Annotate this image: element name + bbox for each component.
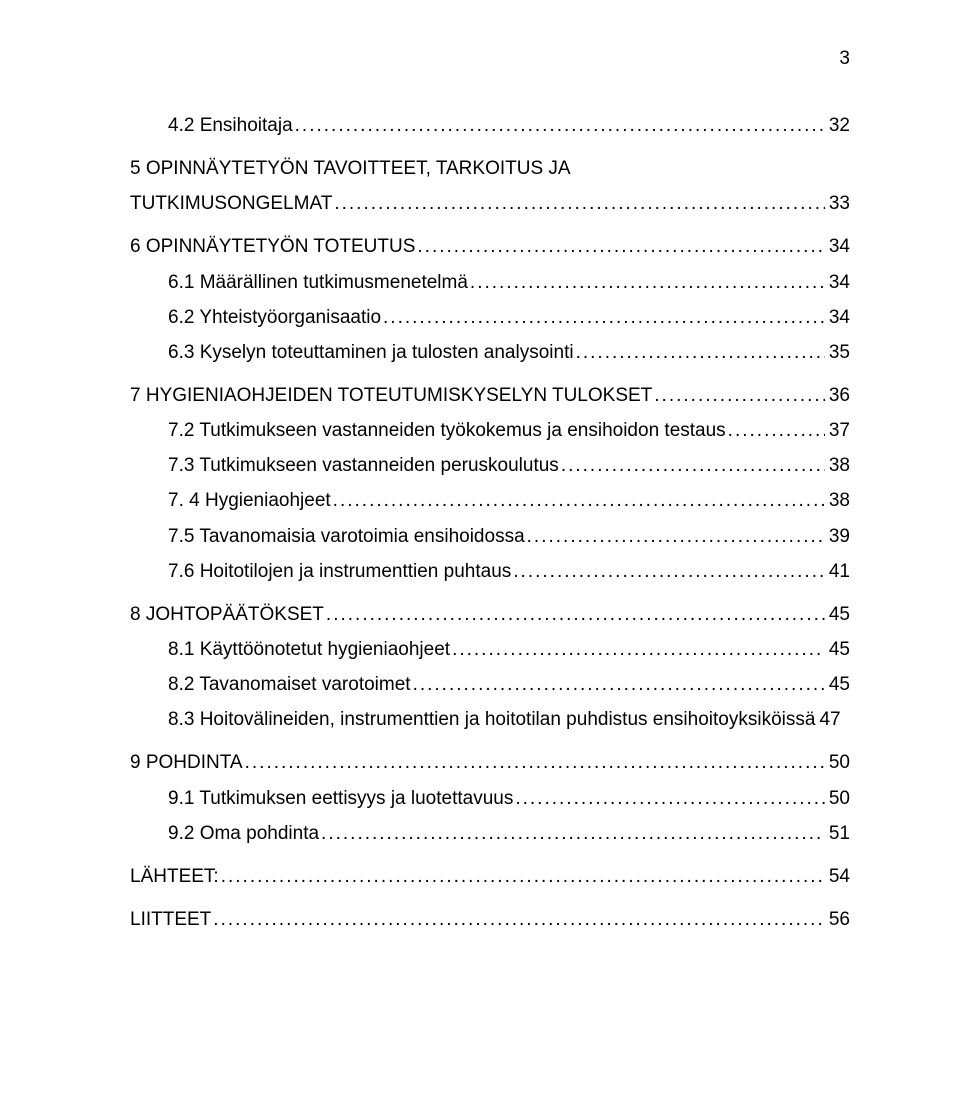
toc-entry: 7.6 Hoitotilojen ja instrumenttien puhta…: [130, 554, 850, 589]
toc-leader-dots: [331, 483, 825, 518]
toc-entry: 9 POHDINTA 50: [130, 745, 850, 780]
toc-leader-dots: [450, 632, 825, 667]
toc-entry-page: 34: [825, 229, 850, 264]
toc-entry: 9.2 Oma pohdinta 51: [130, 816, 850, 851]
toc-entry: 5 OPINNÄYTETYÖN TAVOITTEET, TARKOITUS JA: [130, 151, 850, 186]
toc-entry: 7.3 Tutkimukseen vastanneiden peruskoulu…: [130, 448, 850, 483]
toc-entry-page: 45: [825, 597, 850, 632]
toc-entry-label: 7.5 Tavanomaisia varotoimia ensihoidossa: [168, 519, 525, 554]
toc-leader-dots: [574, 335, 825, 370]
toc-entry-page: 38: [825, 483, 850, 518]
toc-entry-page: 45: [825, 667, 850, 702]
document-page: 3 4.2 Ensihoitaja 32 5 OPINNÄYTETYÖN TAVOI…: [0, 0, 960, 1107]
toc-entry-label: 6 OPINNÄYTETYÖN TOTEUTUS: [130, 229, 415, 264]
toc-leader-dots: [468, 265, 825, 300]
toc-entry-label: 6.1 Määrällinen tutkimusmenetelmä: [168, 265, 468, 300]
page-number: 3: [839, 48, 850, 70]
toc-leader-dots: [324, 597, 825, 632]
toc-entry: 6.3 Kyselyn toteuttaminen ja tulosten an…: [130, 335, 850, 370]
toc-entry-page: 37: [825, 413, 850, 448]
toc-leader-dots: [219, 859, 825, 894]
toc-leader-dots: [243, 745, 825, 780]
toc-entry-page: 32: [825, 108, 850, 143]
toc-entry-page: 38: [825, 448, 850, 483]
toc-entry-page: 35: [825, 335, 850, 370]
toc-entry-page: 54: [825, 859, 850, 894]
toc-entry-page: 51: [825, 816, 850, 851]
toc-leader-dots: [415, 229, 824, 264]
toc-entry: 8.1 Käyttöönotetut hygieniaohjeet 45: [130, 632, 850, 667]
toc-entry: 8.2 Tavanomaiset varotoimet 45: [130, 667, 850, 702]
toc-entry-label: 6.2 Yhteistyöorganisaatio: [168, 300, 381, 335]
toc-leader-dots: [411, 667, 825, 702]
toc-leader-dots: [511, 554, 825, 589]
toc-entry-label: TUTKIMUSONGELMAT: [130, 186, 332, 221]
toc-entry-label: 7. 4 Hygieniaohjeet: [168, 483, 331, 518]
toc-leader-dots: [513, 781, 825, 816]
toc-leader-dots: [319, 816, 825, 851]
table-of-contents: 4.2 Ensihoitaja 32 5 OPINNÄYTETYÖN TAVOITT…: [130, 108, 850, 937]
toc-entry-page: 34: [825, 300, 850, 335]
toc-entry-page: 56: [825, 902, 850, 937]
toc-leader-dots: [332, 186, 825, 221]
toc-entry: 6.1 Määrällinen tutkimusmenetelmä 34: [130, 265, 850, 300]
toc-entry-page: 33: [825, 186, 850, 221]
toc-entry-label: 7.6 Hoitotilojen ja instrumenttien puhta…: [168, 554, 511, 589]
toc-leader-dots: [211, 902, 825, 937]
toc-entry-label: 9.2 Oma pohdinta: [168, 816, 319, 851]
toc-entry-page: 34: [825, 265, 850, 300]
toc-entry-label: 6.3 Kyselyn toteuttaminen ja tulosten an…: [168, 335, 574, 370]
toc-entry-page: 36: [825, 378, 850, 413]
toc-entry: 7 HYGIENIAOHJEIDEN TOTEUTUMISKYSELYN TUL…: [130, 378, 850, 413]
toc-entry-label: 5 OPINNÄYTETYÖN TAVOITTEET, TARKOITUS JA: [130, 151, 571, 186]
toc-entry-label: 8.3 Hoitovälineiden, instrumenttien ja h…: [168, 702, 815, 737]
toc-entry-label: 8.1 Käyttöönotetut hygieniaohjeet: [168, 632, 450, 667]
toc-entry-label: LÄHTEET:: [130, 859, 219, 894]
toc-entry: 6 OPINNÄYTETYÖN TOTEUTUS 34: [130, 229, 850, 264]
toc-entry: 7. 4 Hygieniaohjeet 38: [130, 483, 850, 518]
toc-entry: 7.2 Tutkimukseen vastanneiden työkokemus…: [130, 413, 850, 448]
toc-entry: 6.2 Yhteistyöorganisaatio 34: [130, 300, 850, 335]
toc-entry-label: 4.2 Ensihoitaja: [168, 108, 293, 143]
toc-entry: 7.5 Tavanomaisia varotoimia ensihoidossa…: [130, 519, 850, 554]
toc-entry-label: 8.2 Tavanomaiset varotoimet: [168, 667, 411, 702]
toc-leader-dots: [726, 413, 825, 448]
toc-entry-label: 9 POHDINTA: [130, 745, 243, 780]
toc-leader-dots: [652, 378, 825, 413]
toc-entry-label: 9.1 Tutkimuksen eettisyys ja luotettavuu…: [168, 781, 513, 816]
toc-entry: LÄHTEET: 54: [130, 859, 850, 894]
toc-entry-label: 8 JOHTOPÄÄTÖKSET: [130, 597, 324, 632]
toc-entry-page: 45: [825, 632, 850, 667]
toc-entry: 8.3 Hoitovälineiden, instrumenttien ja h…: [130, 702, 850, 737]
toc-entry: TUTKIMUSONGELMAT 33: [130, 186, 850, 221]
toc-entry: 4.2 Ensihoitaja 32: [130, 108, 850, 143]
toc-leader-dots: [525, 519, 825, 554]
toc-entry: 8 JOHTOPÄÄTÖKSET 45: [130, 597, 850, 632]
toc-entry-page: 39: [825, 519, 850, 554]
toc-entry: LIITTEET 56: [130, 902, 850, 937]
toc-leader-dots: [293, 108, 825, 143]
toc-entry-label: 7.2 Tutkimukseen vastanneiden työkokemus…: [168, 413, 726, 448]
toc-leader-dots: [381, 300, 825, 335]
toc-leader-dots: [559, 448, 825, 483]
toc-entry-label: 7 HYGIENIAOHJEIDEN TOTEUTUMISKYSELYN TUL…: [130, 378, 652, 413]
toc-entry: 9.1 Tutkimuksen eettisyys ja luotettavuu…: [130, 781, 850, 816]
toc-entry-label: LIITTEET: [130, 902, 211, 937]
toc-entry-page: 47: [815, 702, 840, 737]
toc-entry-page: 50: [825, 781, 850, 816]
toc-entry-label: 7.3 Tutkimukseen vastanneiden peruskoulu…: [168, 448, 559, 483]
toc-entry-page: 50: [825, 745, 850, 780]
toc-entry-page: 41: [825, 554, 850, 589]
